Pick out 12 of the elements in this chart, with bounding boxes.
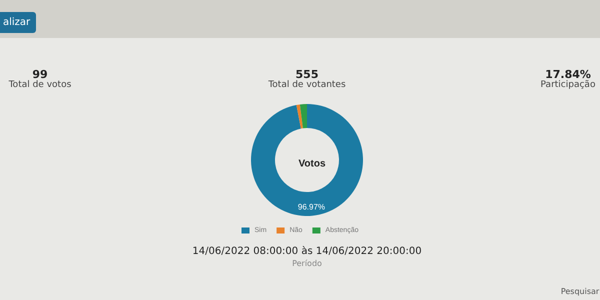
text: Total de votos (8, 80, 72, 90)
text: 555 (296, 68, 318, 81)
text: Pesquisar (560, 287, 600, 296)
text: 99 (32, 68, 48, 81)
text: 17.84% (545, 68, 591, 81)
text: Participação (540, 80, 596, 90)
data-label: 96.97% (298, 202, 326, 212)
text: alizar (0, 12, 36, 33)
text: Período (292, 259, 322, 268)
text: Votos (298, 158, 326, 170)
text: 14/06/2022 08:00:00 às 14/06/2022 20:00:00 (192, 246, 422, 257)
text: Total de votantes (268, 80, 346, 90)
